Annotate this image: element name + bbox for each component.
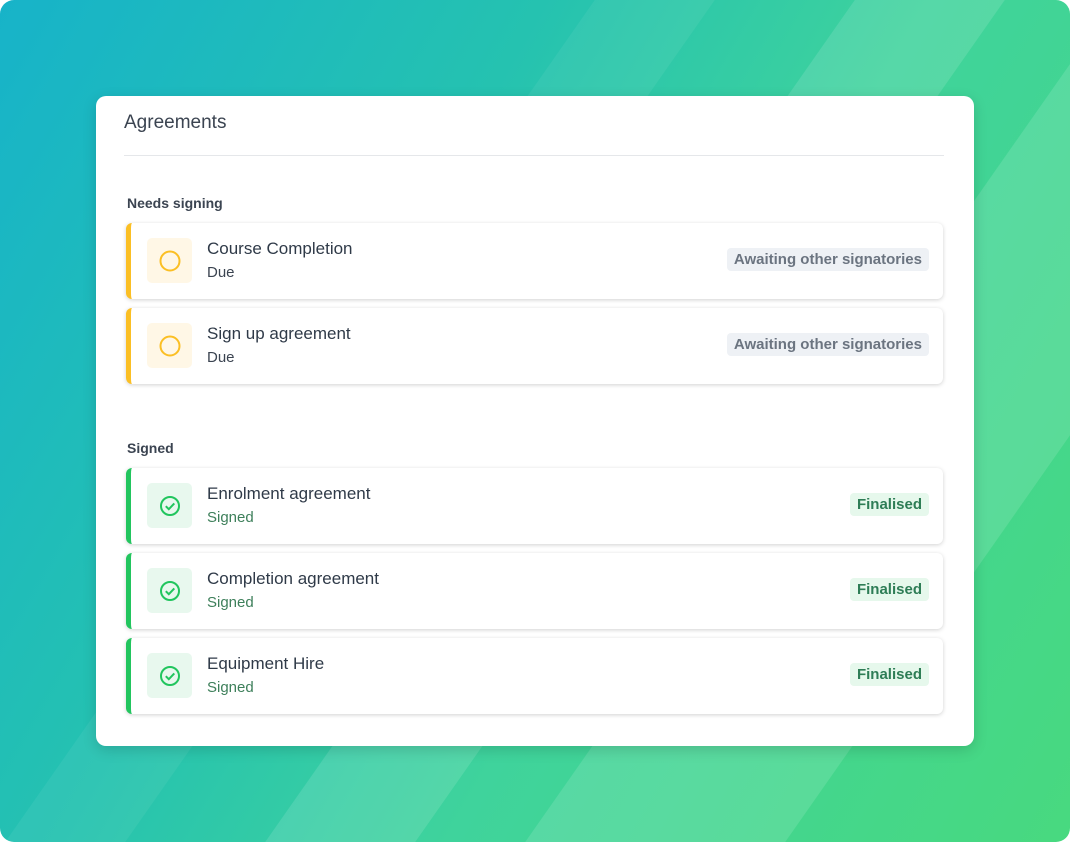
agreement-item[interactable]: Completion agreement Signed Finalised bbox=[126, 553, 943, 629]
agreement-name: Enrolment agreement bbox=[207, 484, 371, 503]
section-heading-signed: Signed bbox=[127, 440, 174, 456]
agreement-item[interactable]: Sign up agreement Due Awaiting other sig… bbox=[126, 308, 943, 384]
check-circle-icon bbox=[147, 568, 192, 613]
section-heading-needs-signing: Needs signing bbox=[127, 195, 223, 211]
card-title: Agreements bbox=[124, 112, 227, 133]
status-badge: Finalised bbox=[849, 578, 929, 601]
check-circle-icon bbox=[147, 653, 192, 698]
status-badge: Finalised bbox=[849, 663, 929, 686]
agreement-item[interactable]: Course Completion Due Awaiting other sig… bbox=[126, 223, 943, 299]
agreement-status: Signed bbox=[207, 594, 254, 611]
circle-outline-icon bbox=[147, 323, 192, 368]
agreement-item[interactable]: Enrolment agreement Signed Finalised bbox=[126, 468, 943, 544]
agreement-name: Equipment Hire bbox=[207, 654, 325, 673]
agreement-status: Due bbox=[207, 264, 235, 281]
status-badge: Awaiting other signatories bbox=[726, 248, 929, 271]
agreements-card: Agreements Needs signing Signed Course C… bbox=[96, 96, 974, 746]
agreement-status: Signed bbox=[207, 679, 254, 696]
status-badge: Finalised bbox=[849, 493, 929, 516]
agreement-name: Completion agreement bbox=[207, 569, 379, 588]
agreement-status: Due bbox=[207, 349, 235, 366]
check-circle-icon bbox=[147, 483, 192, 528]
divider bbox=[124, 155, 944, 156]
agreement-status: Signed bbox=[207, 509, 254, 526]
status-badge: Awaiting other signatories bbox=[726, 333, 929, 356]
agreement-name: Sign up agreement bbox=[207, 324, 351, 343]
agreement-name: Course Completion bbox=[207, 239, 353, 258]
circle-outline-icon bbox=[147, 238, 192, 283]
agreement-item[interactable]: Equipment Hire Signed Finalised bbox=[126, 638, 943, 714]
